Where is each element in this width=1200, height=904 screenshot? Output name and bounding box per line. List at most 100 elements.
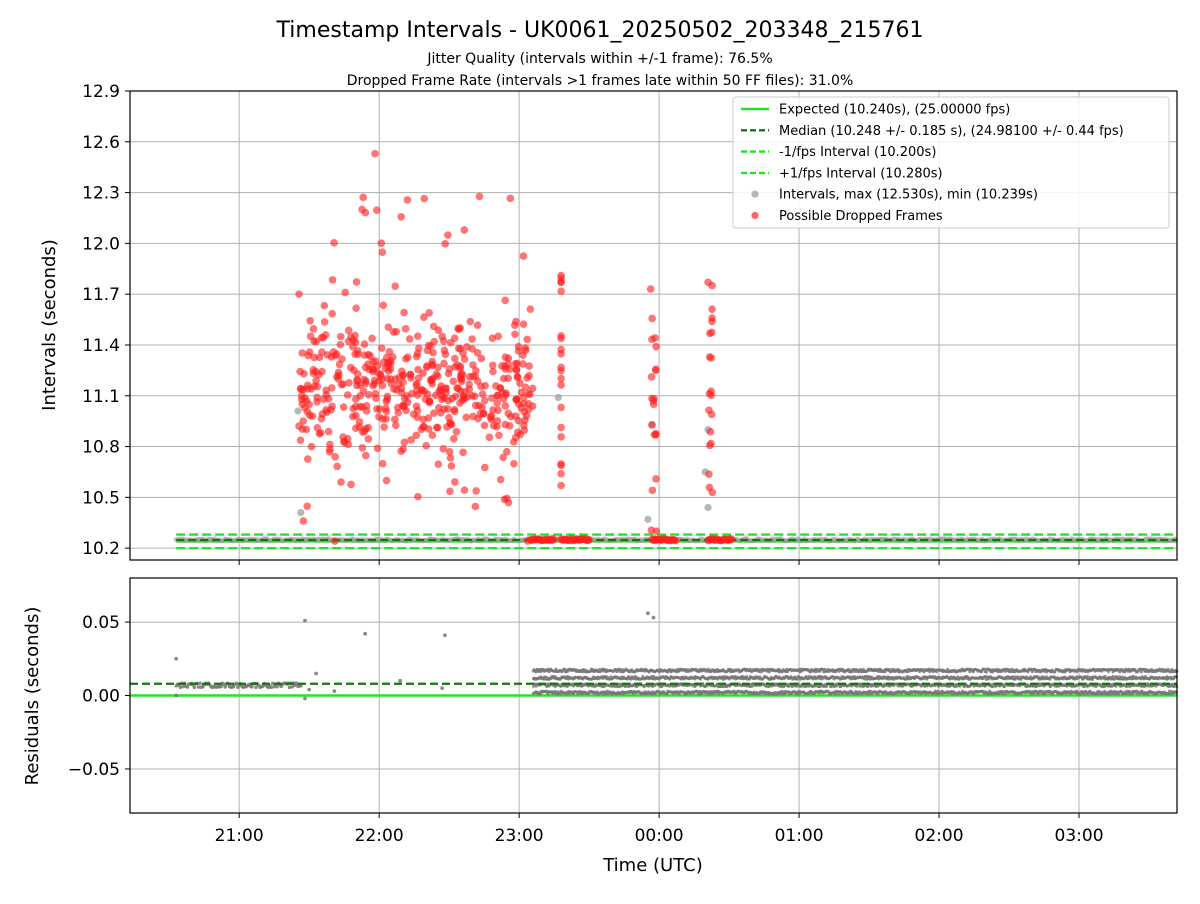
dropped-frame-point [420,194,429,203]
dropped-frame-point [451,392,460,401]
dropped-frame-point [501,420,510,429]
top-y-tick-label: 12.6 [82,133,120,153]
legend-box [732,96,1170,229]
dropped-frame-point [708,328,716,337]
residual-point [234,681,239,686]
dropped-frame-point [708,314,716,322]
dropped-frame-point [356,392,365,400]
dropped-frame-point [496,475,505,484]
dropped-frame-point [330,239,338,247]
dropped-frame-point [434,363,442,372]
dropped-frame-point [413,406,422,415]
dropped-frame-point [494,332,502,341]
residual-point [307,687,312,692]
dropped-frame-point [501,296,510,305]
dropped-frame-point [377,239,386,247]
dropped-frame-point [417,425,426,434]
dropped-frame-point [456,324,464,332]
dropped-frame-point [399,445,408,453]
dropped-frame-point [648,486,657,495]
dropped-frame-point [445,365,454,373]
dropped-frame-point [346,363,355,372]
dropped-frame-point [511,360,520,368]
dropped-frame-point [385,348,394,356]
bottom-plot-area [130,611,1179,701]
dropped-frame-point [473,377,482,385]
legend-entry-label: Intervals, max (12.530s), min (10.239s) [779,188,1038,203]
dropped-frame-point [440,346,449,355]
residual-point [857,670,861,674]
dropped-frame-point [465,380,473,389]
dropped-frame-point [504,498,513,507]
dropped-frame-point [460,355,469,363]
residual-point [804,674,808,678]
dropped-frame-point [378,459,387,468]
residual-point [332,689,337,693]
dropped-frame-point [392,421,400,430]
chart-title: Timestamp Intervals - UK0061_20250502_20… [276,18,924,43]
residual-point [269,685,274,690]
dropped-frame-point [469,412,477,421]
residual-point [303,696,307,701]
legend-swatch [751,211,759,220]
dropped-frame-point [487,415,496,424]
dropped-frame-point [493,417,502,425]
dropped-frame-point [652,527,661,536]
residual-point [562,667,566,671]
residual-point [185,685,190,689]
residual-point [443,633,447,638]
dropped-frame-point [485,433,494,442]
top-y-tick-label: 11.7 [82,285,120,305]
dropped-frame-point [379,301,388,310]
dropped-frame-point [652,365,660,373]
dropped-frame-point [519,351,527,360]
dropped-frame-point [422,363,431,371]
dropped-frame-point [337,478,345,486]
dropped-frame-point [413,413,422,422]
dropped-frame-point [512,366,521,374]
dropped-frame-point [449,377,458,386]
x-tick-label: 21:00 [215,826,264,846]
dropped-frame-point [377,344,386,352]
dropped-frame-point [378,381,387,390]
residual-point [984,670,988,674]
dropped-frame-point [317,333,326,342]
dropped-frame-point [331,537,339,545]
dropped-frame-point [450,435,458,443]
residual-point [1171,682,1175,686]
dropped-frame-point [704,278,712,287]
dropped-frame-point [525,362,533,370]
dropped-frame-point [459,349,467,358]
dropped-frame-point [365,391,373,399]
dropped-frame-point [306,332,315,341]
dropped-frame-point [337,380,346,389]
dropped-frame-point [322,406,330,414]
dropped-frame-point [414,365,422,374]
dropped-frame-point [328,402,336,411]
dropped-frame-point [343,391,352,399]
residual-point [192,685,197,690]
dropped-frame-point [526,390,534,398]
residual-point [298,683,303,688]
dropped-frame-point [371,149,379,158]
dropped-frame-point [442,389,450,397]
dropped-frame-point [324,427,333,436]
dropped-frame-point [557,403,565,412]
dropped-frame-point [504,374,512,383]
dropped-frame-point [557,345,565,354]
residual-point [984,677,988,681]
residual-point [934,689,938,693]
dropped-frame-point [339,403,348,411]
dropped-frame-point [493,391,502,400]
dropped-frame-point [521,383,530,392]
dropped-frame-point [557,363,565,372]
dropped-frame-point [328,276,337,284]
dropped-frame-point [460,393,468,402]
dropped-frame-point [446,338,455,347]
residual-point [1112,677,1116,681]
x-tick-label: 23:00 [495,826,544,846]
legend: Expected (10.240s), (25.00000 fps) Median… [732,96,1170,229]
dropped-frame-point [705,389,714,398]
legend-entry-label: Median (10.248 +/- 0.185 s), (24.98100 +… [779,124,1124,139]
dropped-frame-point [507,412,515,421]
